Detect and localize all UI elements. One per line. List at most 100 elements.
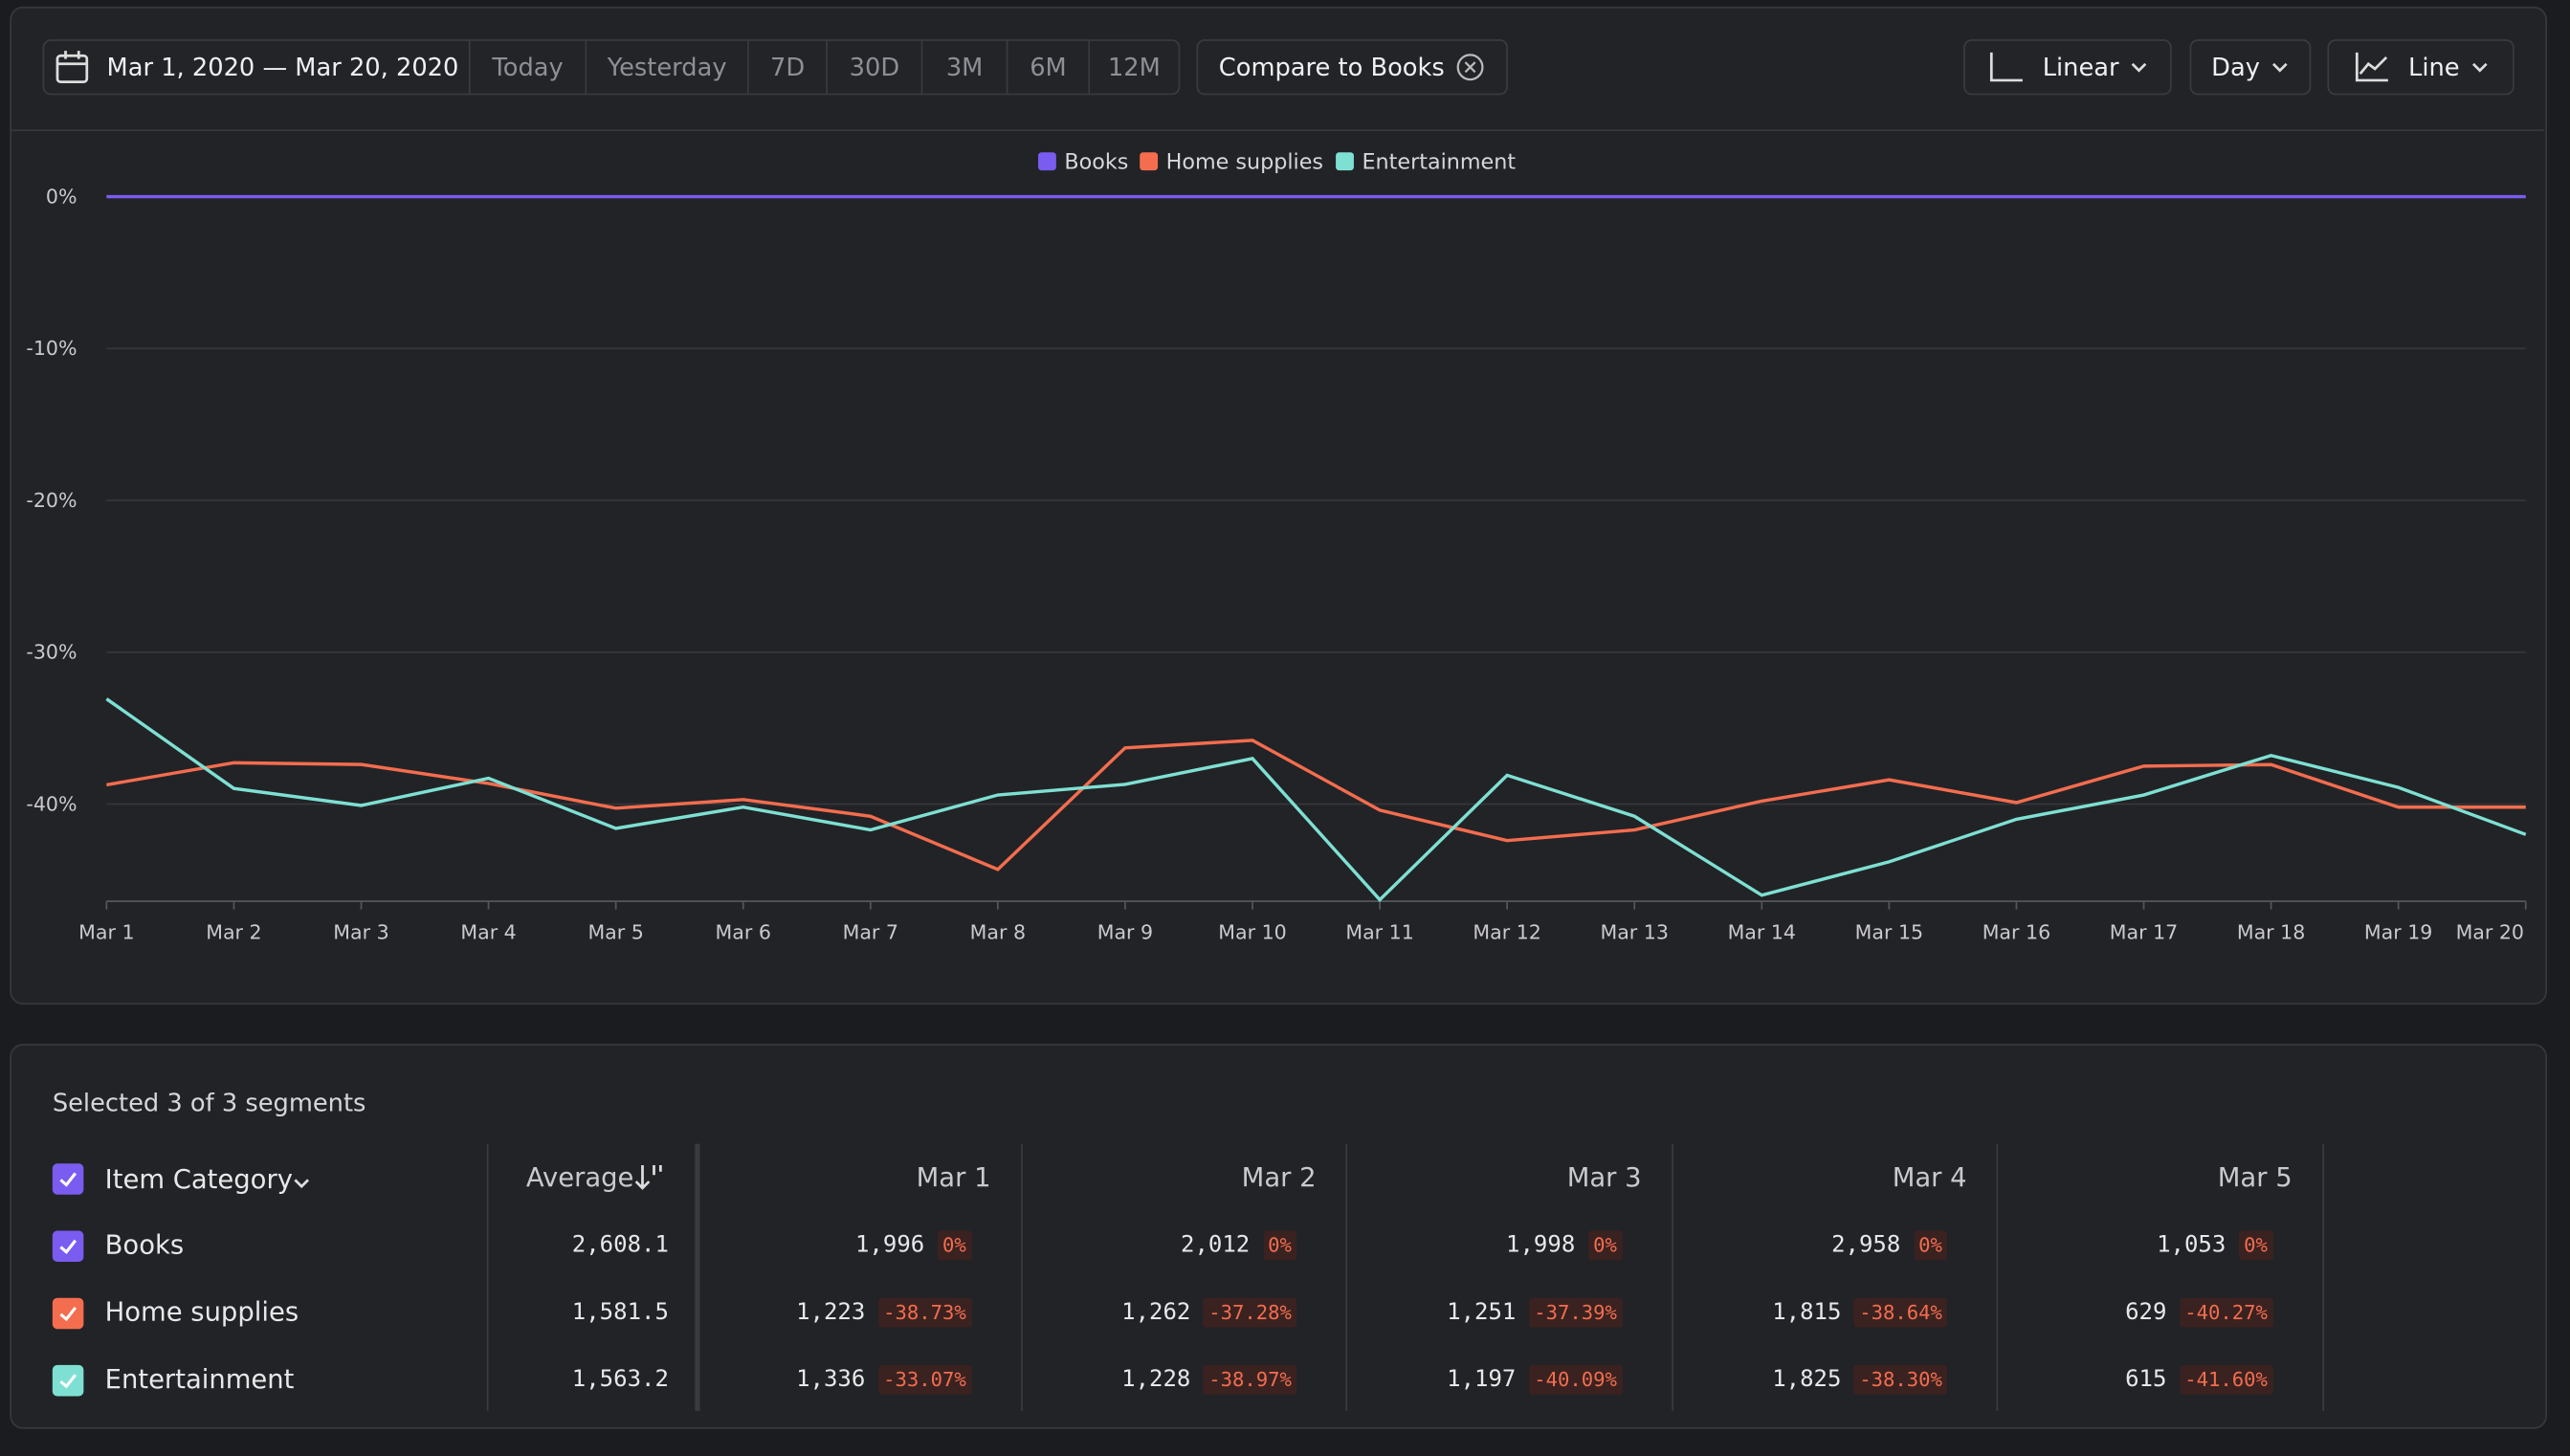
cell-value: 1,262	[1121, 1299, 1191, 1326]
legend-swatch	[1140, 152, 1159, 171]
x-tick-label: Mar 16	[1983, 921, 2050, 944]
cell-change: 0%	[1262, 1230, 1296, 1261]
cell: 1,228 -38.97%	[1121, 1364, 1296, 1395]
cell: 1,262 -37.28%	[1121, 1297, 1296, 1328]
caption: Selected 3 of 3 segments	[52, 1088, 366, 1118]
cell-value: 1,825	[1772, 1366, 1842, 1394]
legend-label: Entertainment	[1363, 149, 1517, 174]
column-separator	[1345, 1143, 1348, 1411]
cell: 1,251 -37.39%	[1447, 1297, 1623, 1328]
legend-label: Home supplies	[1166, 149, 1323, 174]
cell-value: 2,958	[1831, 1232, 1901, 1259]
checkbox[interactable]	[52, 1163, 84, 1195]
preset-button[interactable]: 3M	[922, 39, 1008, 96]
preset-label: 30D	[849, 52, 900, 82]
x-tick-label: Mar 10	[1218, 921, 1286, 944]
sort-icon[interactable]	[634, 1162, 664, 1199]
cell-value: 1,996	[854, 1232, 925, 1259]
checkbox[interactable]	[52, 1297, 84, 1330]
x-tick-label: Mar 7	[843, 921, 898, 944]
legend-swatch	[1336, 152, 1354, 171]
interval-dropdown[interactable]: Day	[2189, 39, 2312, 96]
column-separator	[486, 1143, 489, 1411]
y-tick-label: -20%	[26, 489, 77, 512]
cell-value: 1,197	[1447, 1366, 1517, 1394]
cell-value: 1,228	[1121, 1366, 1191, 1394]
cell: 1,825 -38.30%	[1772, 1364, 1948, 1395]
x-tick-label: Mar 17	[2110, 921, 2178, 944]
divider	[11, 129, 2544, 132]
legend-label: Books	[1064, 149, 1128, 174]
row-average: 1,563.2	[571, 1366, 669, 1394]
preset-button[interactable]: 30D	[828, 39, 923, 96]
cell-value: 1,223	[796, 1299, 866, 1326]
x-tick-label: Mar 4	[460, 921, 516, 944]
cell-change: -40.27%	[2180, 1297, 2273, 1328]
cell: 1,223 -38.73%	[796, 1297, 971, 1328]
axis-icon	[1990, 52, 2024, 82]
x-tick-label: Mar 3	[333, 921, 388, 944]
chevron	[292, 1170, 312, 1200]
column-header: Mar 2	[1241, 1161, 1317, 1194]
x-tick-label: Mar 13	[1600, 921, 1668, 944]
line-icon	[2356, 52, 2389, 82]
sort-glyph	[634, 1164, 662, 1190]
preset-button[interactable]: Yesterday	[587, 39, 749, 96]
preset-label: Today	[492, 52, 564, 82]
cell-change: -37.28%	[1204, 1297, 1296, 1328]
preset-button[interactable]: 6M	[1008, 39, 1091, 96]
x-tick-label: Mar 12	[1473, 921, 1540, 944]
checkbox[interactable]	[52, 1230, 84, 1263]
cell-change: -38.30%	[1854, 1364, 1948, 1395]
chevron	[2271, 62, 2288, 73]
y-tick-label: -30%	[26, 641, 77, 664]
cell: 2,012 0%	[1181, 1230, 1296, 1261]
chevron	[2471, 62, 2487, 73]
cell: 1,336 -33.07%	[796, 1364, 971, 1395]
cell: 1,197 -40.09%	[1447, 1364, 1623, 1395]
clear-icon[interactable]	[1456, 53, 1486, 82]
cell-change: -33.07%	[878, 1364, 971, 1395]
calendar-icon	[55, 51, 89, 84]
cell: 1,996 0%	[854, 1230, 971, 1261]
row-average: 1,581.5	[571, 1299, 669, 1326]
checkbox[interactable]	[52, 1364, 84, 1397]
series-line	[105, 697, 2527, 903]
compare-button[interactable]: Compare to Books	[1196, 39, 1508, 96]
x-tick-label: Mar 5	[587, 921, 643, 944]
preset-label: Yesterday	[607, 52, 727, 82]
compare-label: Compare to Books	[1218, 52, 1445, 82]
x-tick-label: Mar 18	[2237, 921, 2305, 944]
column-separator	[1671, 1143, 1673, 1411]
column-separator	[695, 1143, 700, 1411]
x-tick-label: Mar 19	[2364, 921, 2432, 944]
preset-button[interactable]: 12M	[1090, 39, 1181, 96]
average-header: Average	[525, 1161, 634, 1194]
cell-change: 0%	[2239, 1230, 2273, 1261]
cell-change: -37.39%	[1529, 1297, 1623, 1328]
row-label: Books	[104, 1228, 185, 1261]
cell-value: 1,053	[2157, 1232, 2227, 1259]
cell: 629 -40.27%	[2125, 1297, 2273, 1328]
preset-button[interactable]: Today	[470, 39, 587, 96]
preset-button[interactable]: 7D	[748, 39, 829, 96]
cell-value: 1,815	[1772, 1299, 1842, 1326]
x-tick-label: Mar 6	[716, 921, 771, 944]
check-mark	[59, 1172, 78, 1187]
chart-panel	[10, 6, 2548, 1005]
x-tick-label: Mar 14	[1728, 921, 1796, 944]
preset-label: 3M	[945, 52, 984, 82]
chevron-icon[interactable]	[292, 1174, 312, 1194]
row-label: Home supplies	[104, 1295, 299, 1328]
chart-kind-dropdown[interactable]: Line	[2327, 39, 2515, 96]
y-tick-label: -40%	[26, 792, 77, 815]
date-range-button[interactable]: Mar 1, 2020 — Mar 20, 2020	[42, 39, 471, 96]
cell-change: -38.64%	[1854, 1297, 1948, 1328]
x-tick-label: Mar 1	[78, 921, 134, 944]
column-header: Mar 3	[1566, 1161, 1642, 1194]
preset-label: 6M	[1030, 52, 1067, 82]
chart: 0% -10% -20% -30% -40% Mar 1 Mar 2 Mar 3 Mar 4 Ma…	[26, 149, 2527, 944]
scale-dropdown[interactable]: Linear	[1963, 39, 2172, 96]
cell-change: -41.60%	[2180, 1364, 2273, 1395]
